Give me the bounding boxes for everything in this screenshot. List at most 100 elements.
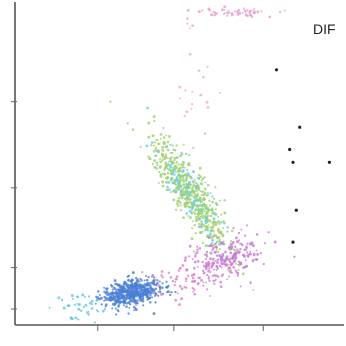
data-point (163, 157, 167, 161)
data-point (220, 256, 224, 260)
data-point (167, 157, 169, 160)
data-point (196, 245, 199, 248)
data-point (127, 274, 131, 278)
data-point (193, 254, 197, 258)
data-point (129, 296, 132, 300)
data-point (242, 7, 245, 10)
data-point (197, 10, 201, 14)
data-point (154, 287, 158, 290)
data-point (231, 256, 234, 259)
data-point (246, 251, 249, 254)
data-point (125, 297, 128, 300)
data-point (291, 240, 295, 244)
data-point (177, 199, 180, 202)
data-point (237, 263, 240, 266)
data-point (218, 242, 221, 246)
data-point (252, 258, 255, 262)
data-point (204, 267, 208, 271)
data-point (109, 295, 113, 299)
data-point (138, 283, 142, 286)
data-point (162, 142, 166, 146)
data-point (198, 222, 201, 225)
data-point (132, 290, 135, 293)
data-point (136, 299, 139, 302)
data-point (162, 136, 166, 139)
data-point (213, 13, 217, 17)
data-point (230, 245, 234, 249)
data-point (202, 284, 205, 287)
data-point (196, 215, 200, 219)
data-point (218, 264, 222, 268)
data-point (188, 200, 192, 204)
data-point (211, 262, 214, 265)
data-point (187, 214, 190, 217)
data-point (228, 245, 232, 249)
data-point (70, 294, 74, 298)
data-point (182, 216, 185, 219)
data-point (157, 149, 160, 152)
data-point (178, 188, 181, 191)
data-point (212, 282, 216, 286)
data-point (197, 69, 201, 72)
data-point (111, 288, 114, 291)
data-point (182, 184, 185, 187)
data-point (188, 52, 192, 56)
data-point (173, 189, 176, 192)
data-point (134, 300, 137, 303)
data-point (207, 7, 211, 11)
data-point (209, 226, 212, 229)
data-point (127, 312, 130, 315)
data-point (244, 234, 247, 237)
data-point (157, 142, 161, 146)
data-point (184, 277, 188, 281)
data-point (186, 202, 189, 205)
data-point (207, 277, 210, 280)
data-point (176, 178, 180, 182)
data-point (157, 284, 161, 287)
data-point (159, 173, 163, 176)
data-point (183, 173, 186, 177)
data-point (218, 222, 221, 226)
data-point (191, 206, 195, 210)
data-point (155, 278, 158, 282)
data-point (205, 281, 208, 284)
data-point (238, 239, 241, 242)
data-point (260, 10, 263, 13)
data-point (81, 293, 85, 297)
data-point (103, 308, 106, 311)
data-point (192, 273, 196, 276)
data-point (152, 291, 156, 295)
data-point (249, 13, 253, 17)
data-point (134, 308, 138, 312)
data-point (187, 205, 190, 208)
data-point (211, 241, 214, 244)
data-point (176, 292, 179, 295)
data-point (149, 291, 152, 295)
data-point (206, 288, 209, 291)
data-point (211, 212, 214, 215)
data-point (178, 201, 182, 205)
data-point (246, 242, 249, 245)
data-point (227, 11, 230, 14)
data-point (201, 198, 204, 201)
data-point (219, 285, 223, 288)
data-point (239, 262, 243, 266)
data-point (112, 292, 115, 295)
data-point (226, 14, 229, 17)
data-point (57, 296, 61, 300)
data-point (127, 279, 130, 282)
data-point (200, 220, 203, 223)
data-point (120, 291, 123, 294)
data-point (115, 290, 118, 293)
data-point (212, 220, 215, 223)
data-point (161, 282, 164, 285)
data-point (233, 259, 237, 262)
data-point (177, 196, 181, 200)
data-point (150, 289, 153, 292)
data-point (186, 8, 190, 12)
data-point (122, 282, 126, 286)
data-point (105, 287, 108, 291)
data-point (181, 179, 185, 182)
data-point (190, 208, 193, 211)
data-point (130, 289, 134, 292)
